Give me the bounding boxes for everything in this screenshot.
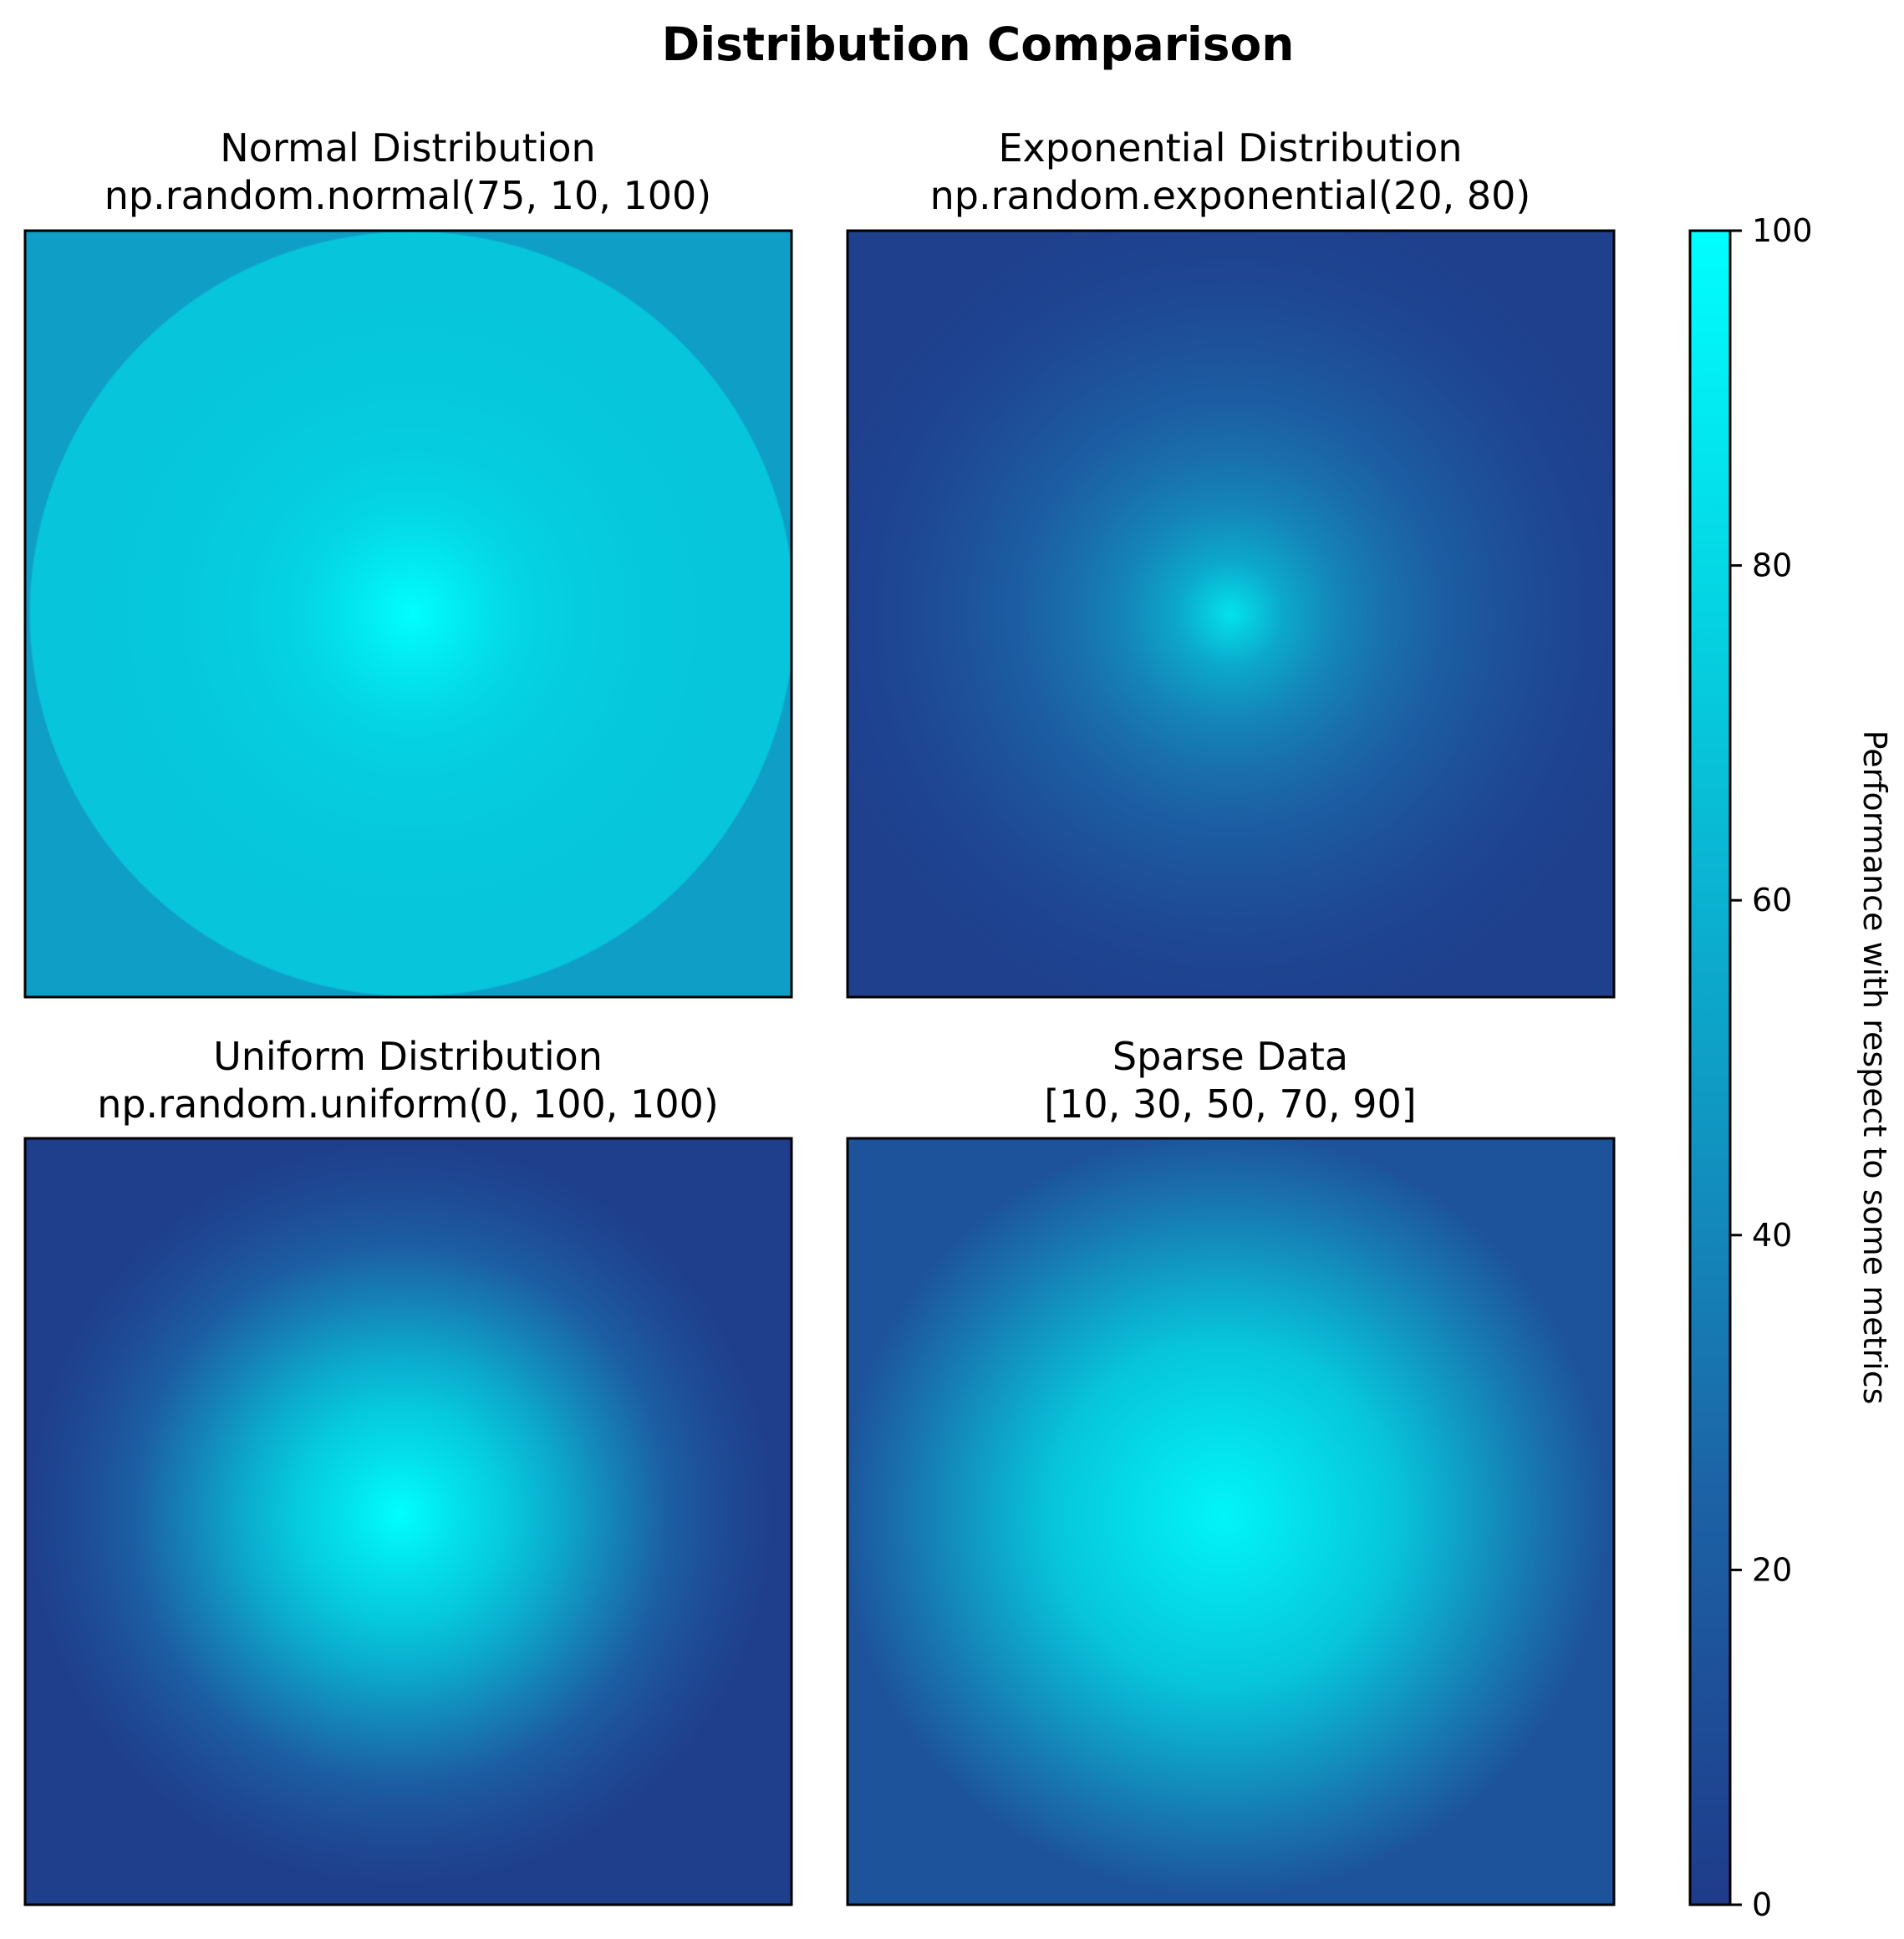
heatmap-exponential <box>848 231 1614 997</box>
heatmap-normal <box>25 231 792 997</box>
colorbar-frame <box>1688 229 1732 1906</box>
colorbar: 0 20 40 60 80 100 Performance with respect to… <box>1688 212 1893 1923</box>
colorbar-tick-label: 60 <box>1752 882 1792 919</box>
panel-title-line1: Uniform Distribution <box>213 1034 603 1079</box>
panel-sparse: Sparse Data [10, 30, 50, 70, 90] <box>846 1034 1616 1906</box>
panel-title-line1: Normal Distribution <box>220 125 595 170</box>
axes-frame <box>846 229 1616 999</box>
colorbar-tick-label: 100 <box>1752 212 1813 249</box>
axes-frame <box>23 1137 793 1906</box>
colorbar-gradient <box>1690 231 1730 1905</box>
panel-title-line1: Sparse Data <box>1112 1034 1348 1079</box>
colorbar-ticks: 0 20 40 60 80 100 <box>1730 212 1813 1923</box>
colorbar-tick-label: 80 <box>1752 547 1792 584</box>
panel-title-line2: np.random.exponential(20, 80) <box>930 173 1531 218</box>
panel-normal: Normal Distribution np.random.normal(75,… <box>23 125 793 999</box>
colorbar-label: Performance with respect to some metrics <box>1856 730 1893 1405</box>
colorbar-tick-label: 40 <box>1752 1217 1792 1254</box>
panel-uniform: Uniform Distribution np.random.uniform(0… <box>23 1034 793 1906</box>
heatmap-sparse <box>848 1138 1614 1905</box>
panel-title-line2: np.random.uniform(0, 100, 100) <box>97 1081 719 1127</box>
panel-title-line1: Exponential Distribution <box>998 125 1462 170</box>
panel-title-line2: [10, 30, 50, 70, 90] <box>1044 1081 1417 1127</box>
colorbar-tick-label: 20 <box>1752 1551 1792 1588</box>
colorbar-tick-label: 0 <box>1752 1886 1772 1923</box>
panel-exponential: Exponential Distribution np.random.expon… <box>846 125 1616 999</box>
panel-title-line2: np.random.normal(75, 10, 100) <box>104 173 711 218</box>
heatmap-uniform <box>25 1138 792 1905</box>
axes-frame <box>23 229 793 999</box>
figure-title: Distribution Comparison <box>662 18 1295 71</box>
axes-frame <box>846 1137 1616 1906</box>
